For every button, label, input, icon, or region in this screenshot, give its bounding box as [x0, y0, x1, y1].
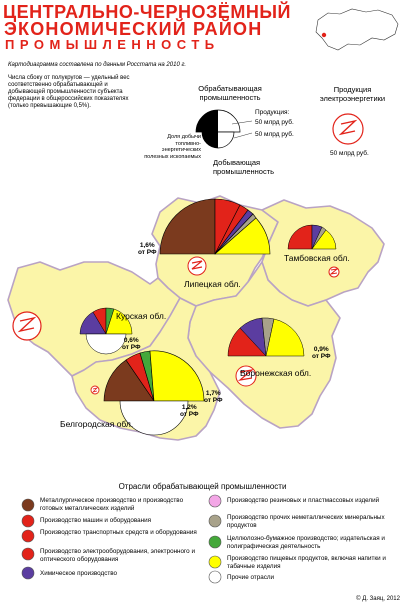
- sector-legend-title: Отрасли обрабатывающей промышленности: [118, 482, 287, 491]
- share-belgorod-a: 1,7% от РФ: [204, 390, 223, 404]
- pie-voronezh: [227, 317, 305, 357]
- region-label-voronezh: Воронежская обл.: [240, 368, 312, 378]
- legend-manufacturing-label: Добывающая промышленность: [213, 158, 275, 176]
- sector-legend-item: Целлюлозно-бумажное производство; издате…: [227, 535, 385, 550]
- pie-belgorod: [103, 350, 205, 436]
- region-label-belgorod: Белгородская обл.: [60, 419, 134, 429]
- electric-symbol-tambov: [328, 266, 340, 278]
- sector-legend-item: Химическое производство: [40, 570, 118, 577]
- pie-lipetsk: [159, 198, 271, 255]
- locator-highlight: [321, 32, 327, 38]
- legend-electric-symbol: [332, 113, 364, 145]
- sector-legend-item: Производство транспортных средств и обор…: [40, 529, 197, 536]
- share-kursk-suffix: от РФ: [122, 344, 141, 351]
- pie-kursk: [79, 307, 133, 355]
- sector-legend-item: Производство резиновых и пластмассовых и…: [227, 497, 380, 504]
- legend-electric-title: Продукция электроэнергетики: [319, 85, 386, 103]
- sector-legend-item: Металлургическое производство и производ…: [40, 497, 184, 512]
- sector-legend-item: Производство машин и оборудования: [40, 517, 152, 524]
- pie-tambov: [287, 224, 337, 250]
- electric-symbol-voronezh: [235, 365, 257, 387]
- legend-industry-title: Обрабатывающая промышленность: [198, 84, 262, 102]
- sector-legend-item: Производство пищевых продуктов, включая …: [227, 555, 386, 570]
- share-voronezh-value: 0,9%: [313, 346, 329, 353]
- share-voronezh-suffix: от РФ: [312, 353, 331, 360]
- source-note: Картодиаграмма составлена по данным Росс…: [8, 62, 187, 68]
- share-lipetsk-suffix: от РФ: [138, 249, 157, 256]
- share-belgorod-a-value: 1,7%: [205, 390, 221, 397]
- share-belgorod-a-suffix: от РФ: [204, 397, 223, 404]
- share-lipetsk-value: 1,6%: [139, 242, 155, 249]
- copyright: © Д. Заяц, 2012: [356, 596, 400, 602]
- legend-industry-symbol: [195, 109, 253, 149]
- region-label-lipetsk: Липецкая обл.: [184, 279, 241, 289]
- share-voronezh: 0,9% от РФ: [312, 346, 331, 360]
- share-belgorod-b-value: 1,2%: [181, 404, 197, 411]
- sector-legend-item: Производство прочих неметаллических мине…: [227, 514, 385, 529]
- legend-mining-label: Доля добычи топливно-энергетических поле…: [144, 134, 201, 160]
- share-kursk-value: 0,6%: [123, 337, 139, 344]
- electric-symbol-kursk: [12, 311, 42, 341]
- electric-symbol-belgorod: [90, 385, 100, 395]
- sector-legend-swatches: [21, 494, 222, 584]
- locator-map: [315, 8, 399, 51]
- sector-legend-item: Производство электрооборудования, электр…: [40, 548, 195, 563]
- map-title-line-2: ЭКОНОМИЧЕСКИЙ РАЙОН: [4, 19, 263, 39]
- legend-scale-large: 50 млрд руб.: [255, 119, 294, 126]
- sector-legend-item: Прочие отрасли: [227, 574, 275, 581]
- region-label-kursk: Курская обл.: [116, 311, 167, 321]
- share-belgorod-b-suffix: от РФ: [180, 411, 199, 418]
- electric-symbols: [12, 256, 340, 395]
- legend-electric-value: 50 млрд руб.: [330, 150, 369, 157]
- legend-scale-small: 50 млрд руб.: [255, 131, 294, 138]
- share-lipetsk: 1,6% от РФ: [138, 242, 157, 256]
- share-belgorod-b: 1,2% от РФ: [180, 404, 199, 418]
- region-label-tambov: Тамбовская обл.: [284, 253, 350, 263]
- share-kursk: 0,6% от РФ: [122, 337, 141, 351]
- map-title-line-3: ПРОМЫШЛЕННОСТЬ: [5, 37, 220, 52]
- map-title-line-1: ЦЕНТРАЛЬНО-ЧЕРНОЗЁМНЫЙ: [3, 2, 291, 22]
- legend-production-label: Продукция:: [255, 109, 290, 116]
- electric-symbol-lipetsk: [187, 256, 207, 276]
- explanation-note: Числа сбоку от полукругов — удельный вес…: [8, 75, 130, 109]
